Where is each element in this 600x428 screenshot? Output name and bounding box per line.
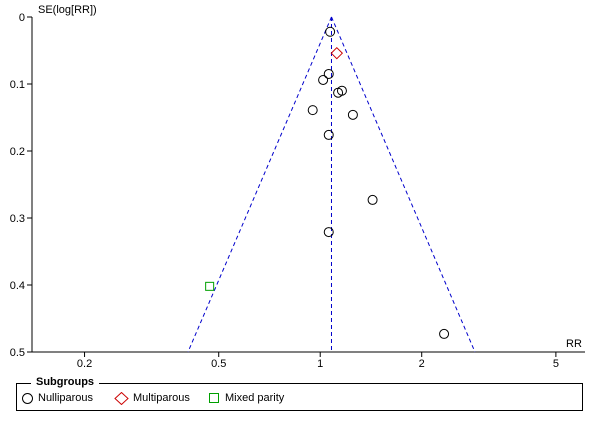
legend-item-mixed-parity: Mixed parity: [208, 392, 284, 405]
plot-axes: [31, 17, 585, 353]
y-tick-label: 0: [19, 12, 25, 24]
x-tick-label: 0.5: [211, 358, 226, 370]
x-tick-label: 2: [419, 358, 425, 370]
nulliparous-point: [325, 26, 336, 37]
circle-marker-icon: [22, 393, 33, 404]
legend-label-multiparous: Multiparous: [133, 392, 190, 404]
y-tick-label: 0.4: [10, 280, 25, 292]
funnel-lines: [187, 16, 476, 353]
legend-title: Subgroups: [31, 376, 100, 389]
diamond-marker-icon: [114, 392, 129, 405]
legend-label-mixed-parity: Mixed parity: [225, 392, 285, 404]
y-tick-label: 0.2: [10, 146, 25, 158]
nulliparous-point: [323, 68, 334, 79]
y-tick-label: 0.1: [10, 79, 25, 91]
nulliparous-point: [439, 328, 450, 339]
legend-item-nulliparous: Nulliparous: [21, 392, 93, 405]
nulliparous-point: [318, 74, 329, 85]
nulliparous-point: [323, 129, 334, 140]
x-axis-label: RR: [566, 338, 582, 350]
multiparous-point: [330, 46, 344, 60]
x-tick-label: 1: [317, 358, 323, 370]
data-points: [205, 26, 450, 339]
mixed-parity-point: [205, 281, 215, 291]
legend-item-multiparous: Multiparous: [114, 392, 190, 405]
nulliparous-point: [333, 87, 344, 98]
y-tick-label: 0.3: [10, 213, 25, 225]
legend-box: Subgroups Nulliparous Multiparous Mixed …: [16, 376, 583, 411]
funnel-right-limit: [331, 16, 476, 353]
x-tick-label: 0.2: [77, 358, 92, 370]
square-marker-icon: [209, 393, 219, 403]
tick-marks: 0 0.1 0.2 0.3 0.4 0.5 0.2 0.5 1 2 5: [10, 12, 559, 370]
y-axis-label: SE(log[RR]): [38, 4, 97, 16]
nulliparous-point: [347, 109, 358, 120]
nulliparous-point: [323, 227, 334, 238]
y-tick-label: 0.5: [10, 347, 25, 359]
nulliparous-point: [367, 194, 378, 205]
x-tick-label: 5: [553, 358, 559, 370]
funnel-left-limit: [187, 16, 332, 353]
nulliparous-point: [307, 105, 318, 116]
legend-label-nulliparous: Nulliparous: [38, 392, 94, 404]
